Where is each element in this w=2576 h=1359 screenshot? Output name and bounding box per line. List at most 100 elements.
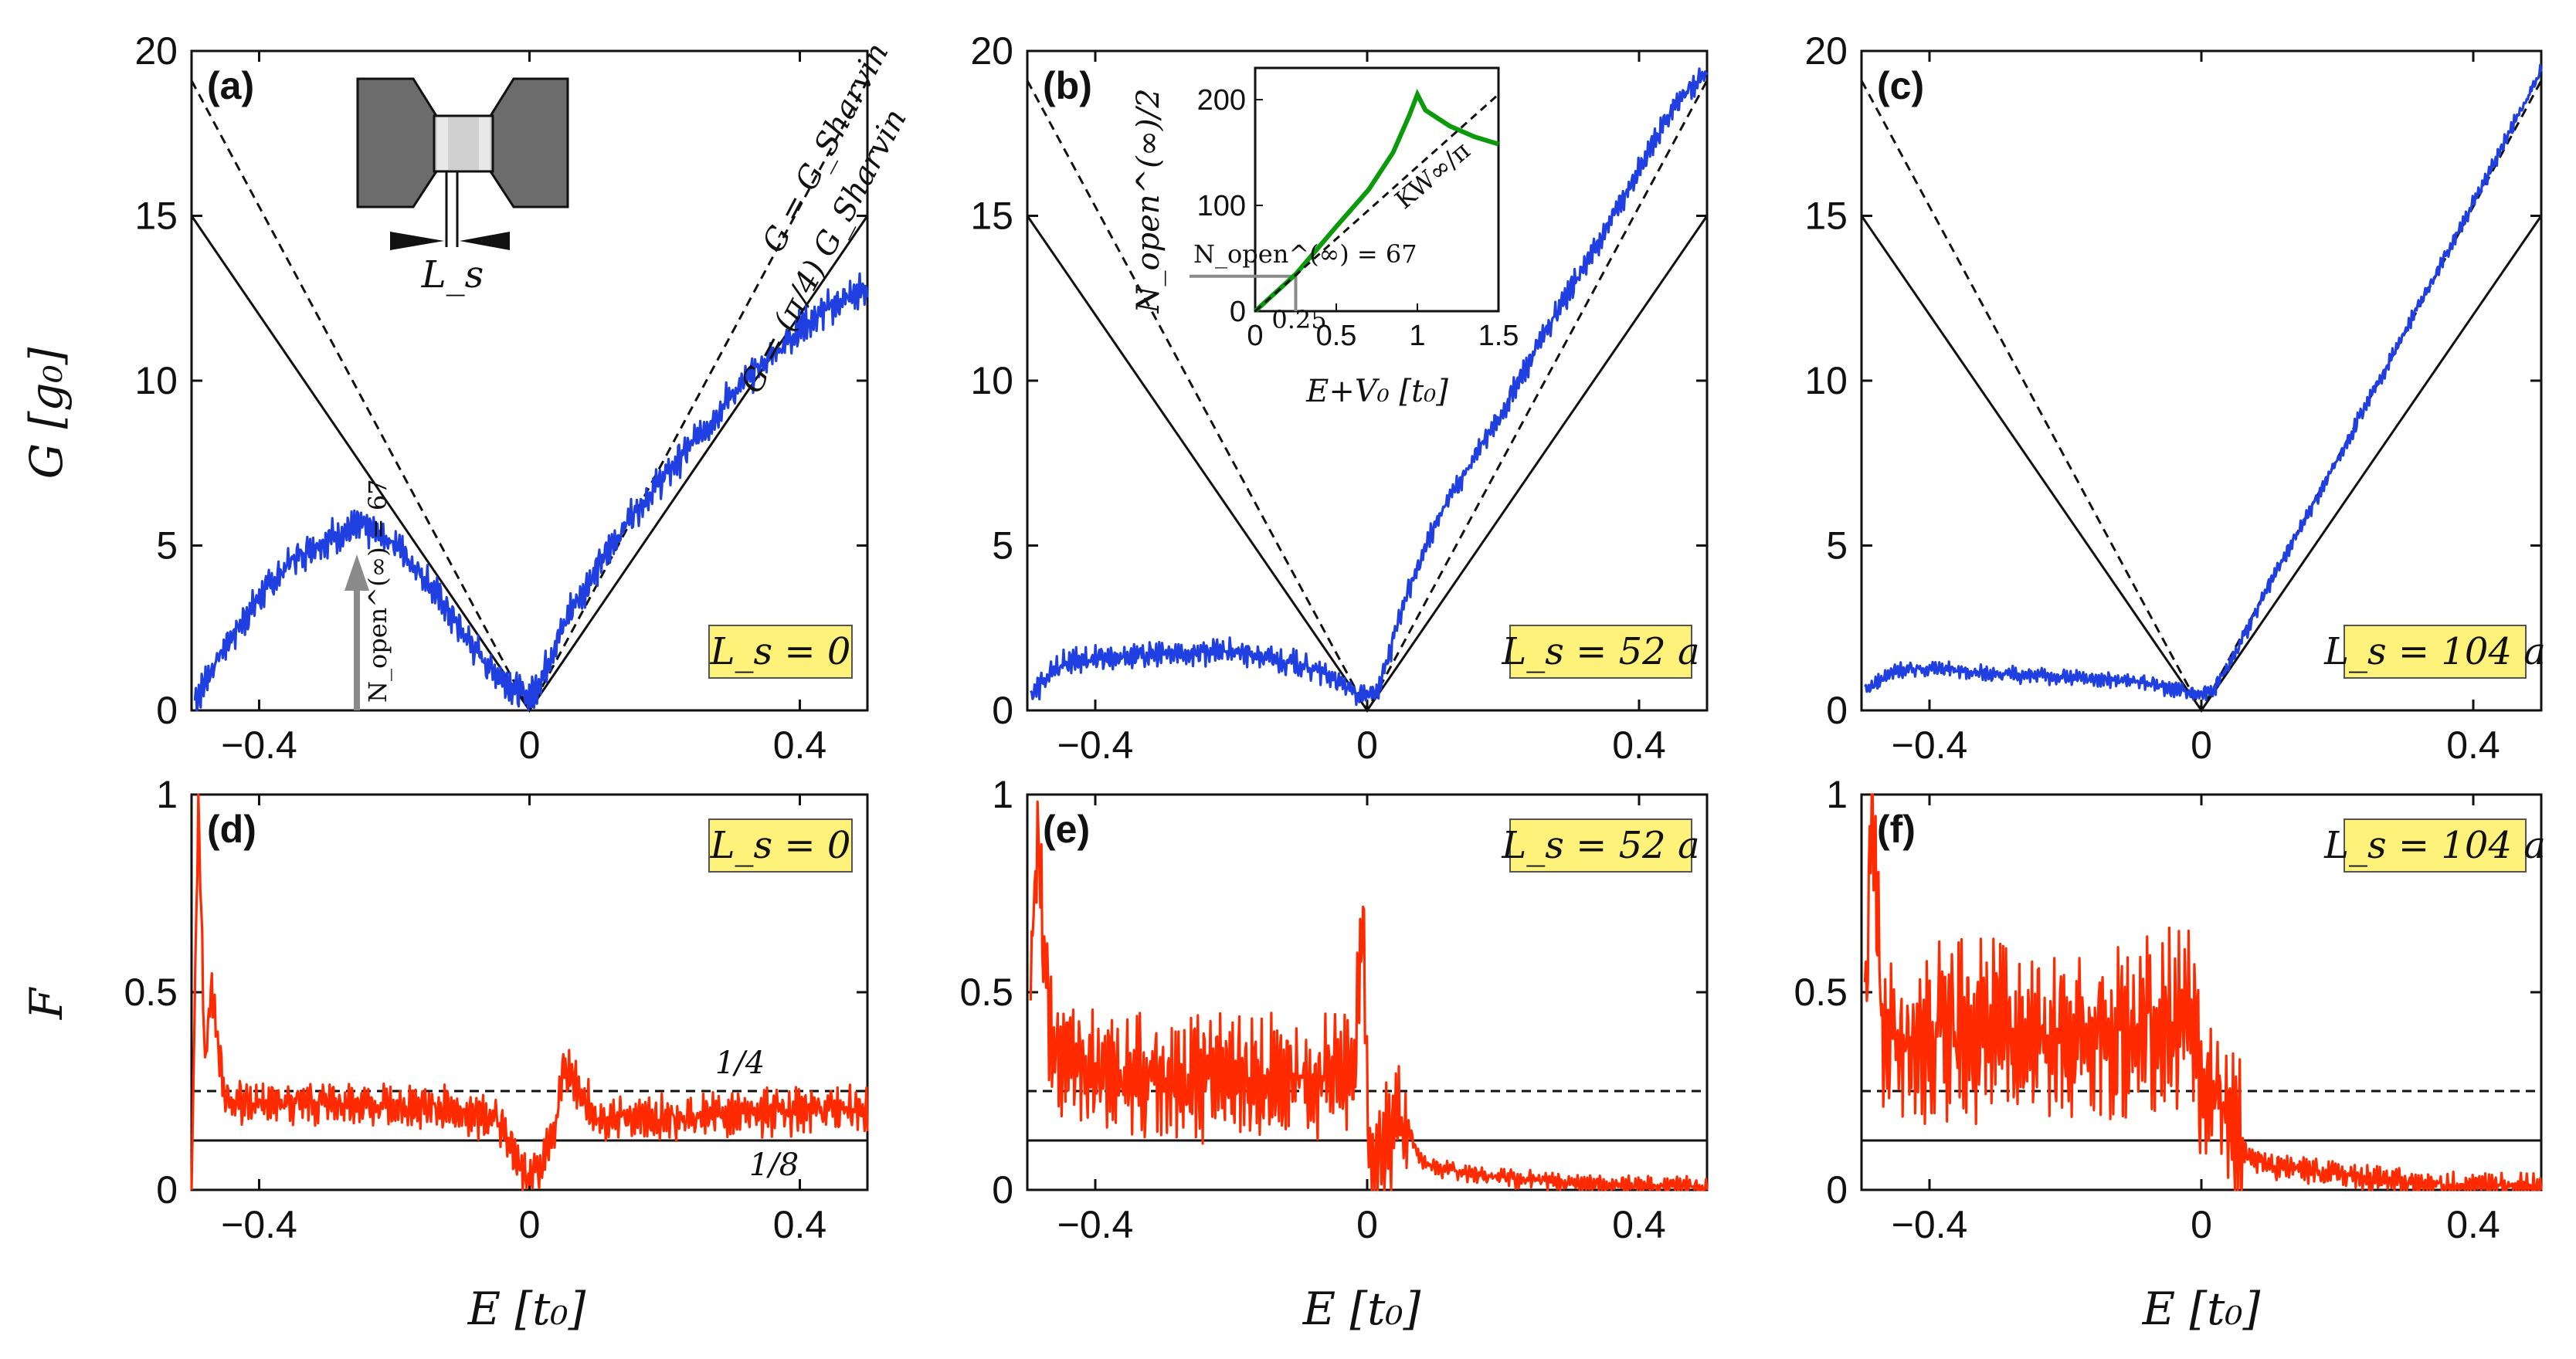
ls-badge: [2344, 625, 2527, 679]
ls-badge-text: L_s = 0: [710, 630, 851, 673]
x-tick-label: 0: [519, 1203, 541, 1246]
inset-y-tick-label: 100: [1197, 190, 1246, 222]
y-tick-label: 0: [1826, 1168, 1848, 1212]
panel-label: (f): [1877, 808, 1916, 851]
y-tick-label: 0.5: [124, 971, 178, 1014]
ls-badge: [2344, 818, 2527, 873]
inset-x-title: E+V₀ [t₀]: [1305, 374, 1448, 409]
x-tick-label: 0: [1356, 724, 1378, 767]
panel-e: −0.4 0 0.4 0 0.5 1 (e) L_s = 52 a: [959, 773, 1709, 1246]
y-tick-label: 10: [134, 359, 178, 402]
ls-badge-text: L_s = 104 a: [2323, 824, 2546, 867]
inset-y-title: N_open^(∞)/2: [1131, 88, 1166, 313]
panel-d: −0.4 0 0.4 0 0.5 1 (d) L_s = 0: [124, 773, 869, 1246]
schematic-label: L_s: [421, 253, 484, 297]
series-line-g: [193, 272, 869, 712]
x-tick-label: −0.4: [1057, 1203, 1134, 1246]
y-tick-label: 0: [156, 1168, 178, 1212]
y-tick-label: 1: [1826, 773, 1848, 816]
x-tick-label: −0.4: [1892, 724, 1968, 767]
inset-x-tick-label: 1.5: [1478, 320, 1519, 352]
constriction-schematic: L_s: [356, 77, 569, 297]
eighth-label: 1/8: [749, 1147, 799, 1183]
reference-line-dashed: [1860, 80, 2543, 713]
y-tick-label: 0: [156, 689, 178, 732]
x-tick-label: 0: [1356, 1203, 1378, 1246]
series-line-f: [1029, 800, 1709, 1191]
y-tick-label: 10: [1804, 359, 1848, 402]
inset-x-tick-label: 1: [1409, 320, 1425, 352]
reference-line-solid: [1860, 215, 2543, 713]
ls-badge-text: L_s = 104 a: [2323, 630, 2546, 673]
panel-a: −0.4 0 0.4 0 5 10 15 20 (a) L_s = 0: [134, 29, 869, 767]
y-tick-label: 1: [992, 773, 1013, 816]
inset-y-tick-label: 0: [1230, 296, 1246, 328]
panel-label: (a): [207, 64, 254, 107]
y-tick-label: 5: [156, 524, 178, 568]
y-tick-label: 5: [1826, 524, 1848, 568]
ls-badge-text: L_s = 52 a: [1501, 824, 1699, 867]
series-line-g: [1030, 67, 1709, 707]
y-tick-label: 20: [970, 29, 1013, 73]
plot-frame: [1860, 49, 2543, 712]
ls-badge: [708, 625, 853, 679]
inset-y-tick-label: 200: [1197, 84, 1246, 117]
y-tick-label: 1: [156, 773, 178, 816]
ls-badge: [1509, 625, 1692, 679]
f-axis-title: F: [20, 987, 73, 1020]
nopen-arrow: [344, 554, 369, 710]
x-tick-label: 0: [2191, 1203, 2212, 1246]
y-tick-label: 10: [970, 359, 1013, 402]
reference-line-solid: [1026, 215, 1709, 713]
x-tick-label: 0: [2191, 724, 2212, 767]
inset-kw-line: [1254, 93, 1499, 313]
y-tick-label: 0: [992, 1168, 1013, 1212]
inset-plot: 0 0.5 1 1.5 0 100 200: [1190, 66, 1519, 352]
ls-badge-text: L_s = 0: [710, 824, 851, 867]
x-tick-label: 0: [519, 724, 541, 767]
panel-label: (d): [207, 808, 256, 851]
panel-label: (c): [1877, 64, 1924, 107]
x-tick-label: 0.4: [1612, 1203, 1666, 1246]
ls-arrow-right: [460, 232, 510, 250]
panel-c: −0.4 0 0.4 0 5 10 15 20 (c) L_s = 104 a: [1804, 29, 2545, 767]
inset-frame: [1254, 66, 1500, 313]
y-tick-label: 15: [1804, 195, 1848, 238]
nopen-arrow-head: [344, 554, 369, 591]
lead-left: [356, 77, 438, 208]
y-tick-label: 15: [134, 195, 178, 238]
nopen-arrow-label: N_open^(∞) = 67: [363, 479, 392, 703]
constriction-gate-right: [479, 117, 490, 170]
y-tick-label: 0.5: [959, 971, 1013, 1014]
x-tick-label: 0.4: [2446, 724, 2500, 767]
ls-badge: [1509, 818, 1692, 873]
x-tick-label: −0.4: [1057, 724, 1134, 767]
y-tick-label: 20: [1804, 29, 1848, 73]
inset-nopen-label: N_open^(∞) = 67: [1193, 239, 1417, 269]
inset-x-tick-label: 0: [1247, 320, 1263, 352]
x-tick-label: −0.4: [221, 724, 297, 767]
x-axis-title-b: E [t₀]: [1302, 1283, 1421, 1335]
series-line-f: [190, 793, 869, 1191]
inset-x-tick-label: 0.5: [1316, 320, 1357, 352]
constriction-gate-left: [437, 117, 448, 170]
ls-badge-text: L_s = 52 a: [1501, 630, 1699, 673]
x-tick-label: −0.4: [221, 1203, 297, 1246]
lead-right: [489, 77, 569, 208]
x-axis-title-c: E [t₀]: [2142, 1283, 2261, 1335]
g-axis-title: G [g₀]: [20, 347, 73, 479]
y-tick-label: 0.5: [1794, 971, 1848, 1014]
inset-nopen-curve: [1253, 88, 1499, 313]
x-axis-title-a: E [t₀]: [467, 1283, 586, 1335]
ls-arrow-left: [390, 232, 444, 250]
panel-label: (e): [1043, 808, 1090, 851]
x-tick-label: 0.4: [773, 1203, 827, 1246]
x-tick-label: 0.4: [1612, 724, 1666, 767]
quarter-label: 1/4: [715, 1046, 765, 1081]
series-line-g: [1864, 63, 2543, 702]
y-tick-label: 0: [1826, 689, 1848, 732]
panel-f: −0.4 0 0.4 0 0.5 1 (f) L_s = 104 a: [1794, 773, 2545, 1246]
y-tick-label: 5: [992, 524, 1013, 568]
